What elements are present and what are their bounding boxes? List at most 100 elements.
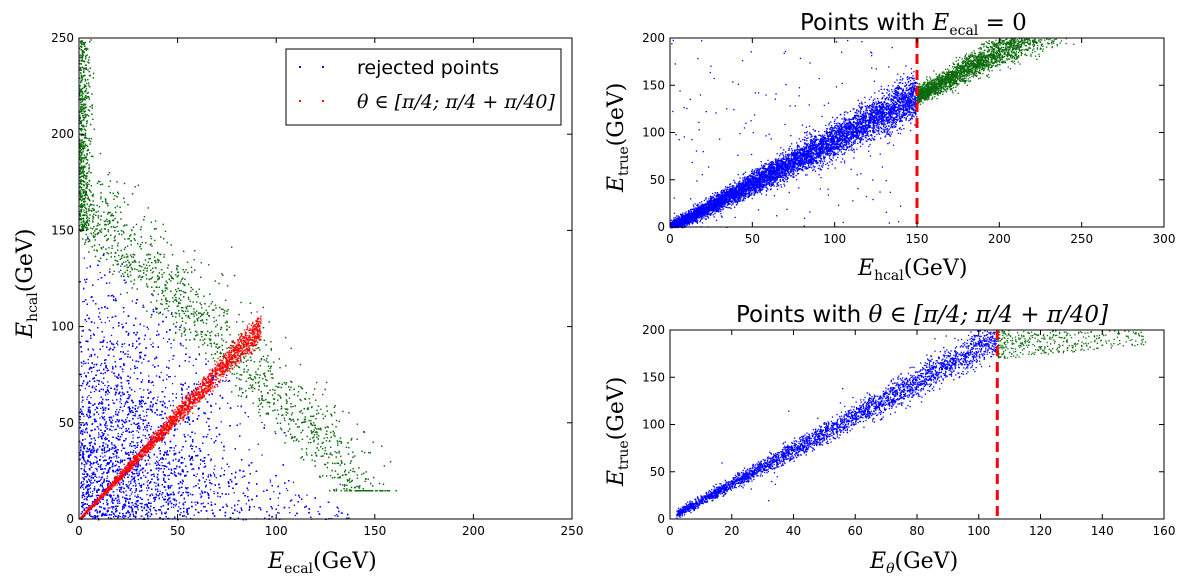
accepted-point (96, 477, 97, 478)
accepted-point (123, 517, 124, 518)
accepted-point (162, 465, 163, 466)
accepted-point (84, 499, 85, 500)
accepted-point (118, 499, 119, 500)
accepted-point (112, 400, 113, 401)
accepted-point (107, 425, 108, 426)
accepted-point (132, 437, 133, 438)
accepted-point (122, 434, 123, 435)
accepted-point (132, 454, 133, 455)
accepted-point (87, 397, 88, 398)
accepted-point (121, 428, 122, 429)
accepted-point (192, 446, 193, 447)
accepted-point (204, 463, 205, 464)
accepted-point (174, 471, 175, 472)
accepted-point (90, 397, 91, 398)
accepted-point (207, 418, 208, 419)
accepted-point (124, 464, 125, 465)
accepted-point (129, 484, 130, 485)
accepted-point (91, 480, 92, 481)
accepted-point (124, 507, 125, 508)
accepted-point (213, 472, 214, 473)
accepted-point (91, 356, 92, 357)
accepted-point (115, 385, 116, 386)
accepted-point (90, 492, 91, 493)
accepted-point (132, 287, 133, 288)
accepted-point (146, 487, 147, 488)
accepted-point (135, 445, 136, 446)
accepted-point (178, 492, 179, 493)
accepted-point (131, 493, 132, 494)
accepted-point (217, 496, 218, 497)
accepted-point (166, 374, 167, 375)
accepted-point (197, 473, 198, 474)
accepted-point (107, 434, 108, 435)
accepted-point (123, 504, 124, 505)
accepted-point (179, 502, 180, 503)
accepted-point (149, 425, 150, 426)
accepted-point (210, 474, 211, 475)
accepted-point (148, 480, 149, 481)
accepted-point (107, 447, 108, 448)
accepted-point (107, 368, 108, 369)
accepted-point (135, 411, 136, 412)
accepted-point (108, 517, 109, 518)
accepted-point (120, 492, 121, 493)
accepted-point (80, 389, 81, 390)
accepted-point (207, 492, 208, 493)
accepted-point (142, 503, 143, 504)
accepted-point (93, 482, 94, 483)
accepted-point (163, 338, 164, 339)
accepted-point (216, 477, 217, 478)
accepted-point (98, 414, 99, 415)
accepted-point (145, 470, 146, 471)
accepted-point (100, 479, 101, 480)
accepted-point (100, 365, 101, 366)
accepted-point (134, 372, 135, 373)
accepted-point (172, 400, 173, 401)
accepted-point (95, 409, 96, 410)
accepted-point (152, 495, 153, 496)
accepted-point (151, 475, 152, 476)
accepted-point (126, 282, 127, 283)
accepted-point (122, 516, 123, 517)
accepted-point (138, 479, 139, 480)
accepted-point (121, 324, 122, 325)
accepted-point (154, 501, 155, 502)
accepted-point (194, 515, 195, 516)
accepted-point (88, 451, 89, 452)
accepted-point (183, 503, 184, 504)
accepted-point (192, 460, 193, 461)
accepted-point (148, 434, 149, 435)
accepted-point (161, 441, 162, 442)
accepted-point (82, 301, 83, 302)
accepted-point (131, 506, 132, 507)
accepted-point (211, 438, 212, 439)
accepted-point (161, 468, 162, 469)
accepted-point (165, 458, 166, 459)
accepted-point (157, 397, 158, 398)
accepted-point (109, 320, 110, 321)
accepted-point (111, 335, 112, 336)
accepted-point (113, 456, 114, 457)
accepted-point (101, 363, 102, 364)
accepted-point (133, 505, 134, 506)
accepted-point (214, 469, 215, 470)
accepted-point (169, 360, 170, 361)
accepted-point (90, 330, 91, 331)
accepted-point (103, 487, 104, 488)
accepted-point (83, 507, 84, 508)
accepted-point (107, 381, 108, 382)
accepted-point (141, 419, 142, 420)
accepted-point (348, 517, 349, 518)
accepted-point (216, 436, 217, 437)
accepted-point (143, 389, 144, 390)
accepted-point (99, 312, 100, 313)
accepted-point (237, 511, 238, 512)
accepted-point (114, 451, 115, 452)
accepted-point (194, 433, 195, 434)
accepted-point (123, 311, 124, 312)
accepted-point (111, 372, 112, 373)
accepted-point (136, 430, 137, 431)
accepted-point (205, 358, 206, 359)
accepted-point (107, 393, 108, 394)
